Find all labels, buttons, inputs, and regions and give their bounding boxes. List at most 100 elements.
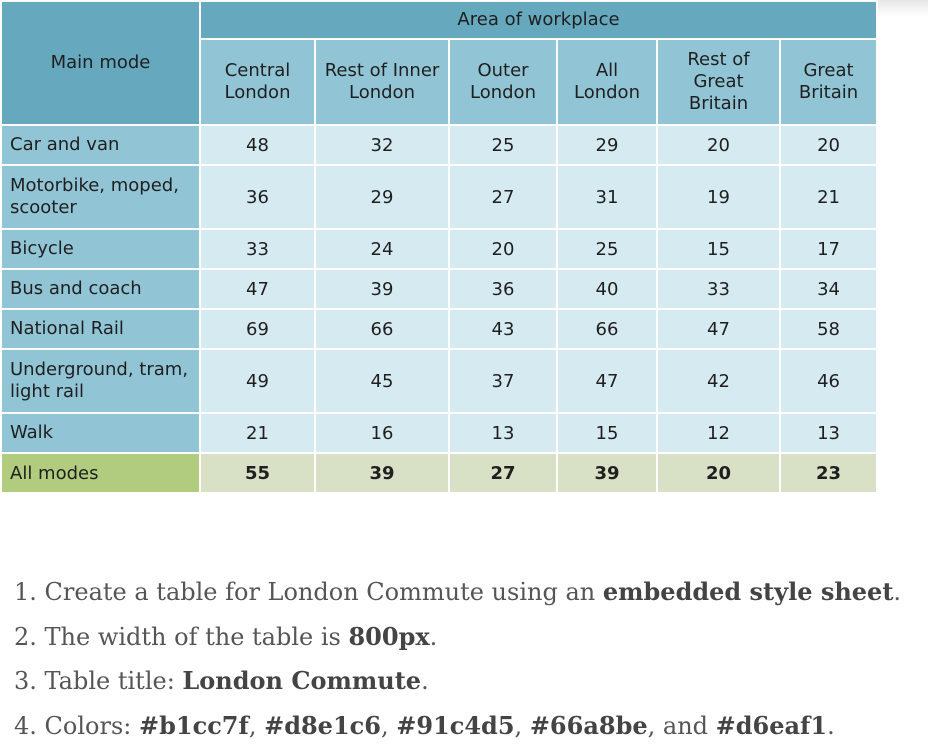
table-cell: 48 <box>199 124 316 166</box>
column-header: Rest of Great Britain <box>656 38 781 126</box>
table-cell: 24 <box>314 228 450 270</box>
table-cell: 31 <box>556 164 658 230</box>
color-code: #66a8be <box>529 710 648 740</box>
column-header: Great Britain <box>778 38 879 126</box>
table-cell: 40 <box>556 268 658 310</box>
instruction-text: The width of the table is <box>44 622 349 651</box>
table-cell: 16 <box>314 412 450 454</box>
column-header-row: Central London Rest of Inner London Outer Lon… <box>1 38 879 126</box>
table-cell: 20 <box>656 124 781 166</box>
instruction-number: 1. <box>14 578 45 606</box>
color-code: #d8e1c6 <box>264 710 381 740</box>
row-label: Car and van <box>0 124 201 166</box>
table-cell: 17 <box>778 228 879 270</box>
instruction-number: 4. <box>14 711 45 740</box>
header-row-area: Main mode Area of workplace <box>0 0 879 126</box>
table-cell: 47 <box>556 348 658 414</box>
column-header: Rest of Inner London <box>314 38 450 126</box>
total-cell: 39 <box>556 452 658 494</box>
instruction-end: . <box>429 622 438 651</box>
instructions-list: 1. Create a table for London Commute usi… <box>14 570 901 748</box>
table-cell: 25 <box>448 124 558 166</box>
total-cell: 39 <box>314 452 450 494</box>
table-cell: 47 <box>656 308 781 350</box>
table-cell: 58 <box>778 308 879 350</box>
table-cell: 33 <box>656 268 781 310</box>
commute-table: Main mode Area of workplace Central Londo… <box>0 0 879 494</box>
column-header: Outer London <box>448 38 558 126</box>
table-cell: 12 <box>656 412 781 454</box>
table-row: National Rail 69 66 43 66 47 58 <box>0 308 879 350</box>
table-cell: 37 <box>448 348 558 414</box>
table-cell: 36 <box>448 268 558 310</box>
color-code: #91c4d5 <box>396 710 515 740</box>
main-mode-header: Main mode <box>0 0 201 126</box>
table-cell: 15 <box>556 412 658 454</box>
table-row: Car and van 48 32 25 29 20 20 <box>0 124 879 166</box>
total-cell: 27 <box>448 452 558 494</box>
table-cell: 27 <box>448 164 558 230</box>
table-cell: 19 <box>656 164 781 230</box>
total-row: All modes 55 39 27 39 20 23 <box>0 452 879 494</box>
table-cell: 20 <box>448 228 558 270</box>
table-row: Bicycle 33 24 20 25 15 17 <box>0 228 879 270</box>
color-code: #b1cc7f <box>138 710 249 740</box>
table-cell: 66 <box>556 308 658 350</box>
table-cell: 15 <box>656 228 781 270</box>
table-row: Walk 21 16 13 15 12 13 <box>0 412 879 454</box>
table-cell: 36 <box>199 164 316 230</box>
table-row: Bus and coach 47 39 36 40 33 34 <box>0 268 879 310</box>
table-cell: 32 <box>314 124 450 166</box>
instruction-text: Create a table for London Commute using … <box>44 578 603 606</box>
table-cell: 25 <box>556 228 658 270</box>
table-body: Car and van 48 32 25 29 20 20 Motorbike, moped,… <box>0 124 879 494</box>
column-header: All London <box>556 38 658 126</box>
row-label: Bicycle <box>0 228 201 270</box>
table-cell: 21 <box>199 412 316 454</box>
total-cell: 55 <box>199 452 316 494</box>
instruction-item: 2. The width of the table is 800px. <box>14 615 901 660</box>
separator: , <box>248 711 265 740</box>
separator: , <box>514 711 530 740</box>
color-code: #d6eaf1 <box>715 710 828 740</box>
table-cell: 42 <box>656 348 781 414</box>
instruction-emphasis: 800px <box>348 621 430 651</box>
table-cell: 20 <box>778 124 879 166</box>
instruction-item: 1. Create a table for London Commute usi… <box>14 570 901 615</box>
instruction-item: 3. Table title: London Commute. <box>14 659 901 704</box>
table-cell: 29 <box>556 124 658 166</box>
table-cell: 46 <box>778 348 879 414</box>
table-cell: 43 <box>448 308 558 350</box>
table-cell: 66 <box>314 308 450 350</box>
table-cell: 45 <box>314 348 450 414</box>
instruction-emphasis: embedded style sheet <box>602 577 894 606</box>
row-label: Motorbike, moped, scooter <box>0 164 201 230</box>
total-cell: 20 <box>656 452 781 494</box>
instruction-item: 4. Colors: #b1cc7f, #d8e1c6, #91c4d5, #6… <box>14 704 901 749</box>
instruction-text: Table title: <box>44 667 183 695</box>
table-cell: 69 <box>199 308 316 350</box>
table-cell: 21 <box>778 164 879 230</box>
instruction-end: . <box>893 578 902 606</box>
instruction-number: 2. <box>14 622 45 651</box>
table-row: Motorbike, moped, scooter 36 29 27 31 19 21 <box>0 164 879 230</box>
total-row-label: All modes <box>0 452 201 494</box>
page-shadow <box>876 0 928 16</box>
period: . <box>827 711 835 740</box>
row-label: National Rail <box>0 308 201 350</box>
table-cell: 49 <box>199 348 316 414</box>
table-row: Underground, tram, light rail 49 45 37 47 42 46 <box>0 348 879 414</box>
table-cell: 13 <box>778 412 879 454</box>
row-label: Underground, tram, light rail <box>0 348 201 414</box>
row-label: Bus and coach <box>0 268 201 310</box>
separator: , and <box>647 711 716 740</box>
table-cell: 34 <box>778 268 879 310</box>
table-cell: 13 <box>448 412 558 454</box>
row-label: Walk <box>0 412 201 454</box>
instruction-emphasis: London Commute <box>182 666 422 695</box>
area-of-workplace-header: Area of workplace <box>198 0 879 40</box>
instruction-text: Colors: <box>44 711 139 740</box>
instruction-end: . <box>421 667 429 695</box>
table-cell: 39 <box>314 268 450 310</box>
table-cell: 47 <box>199 268 316 310</box>
